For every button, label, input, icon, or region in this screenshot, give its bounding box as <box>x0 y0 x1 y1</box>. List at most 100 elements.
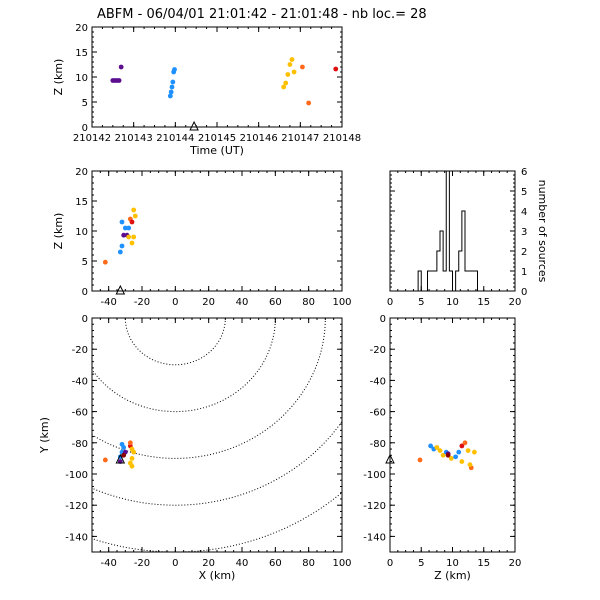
x-tick-label: 10 <box>446 558 459 569</box>
y-tick-label: 5 <box>521 187 527 198</box>
x-tick-label: 80 <box>302 297 315 308</box>
x-axis-label: X (km) <box>199 569 236 582</box>
y-tick-label: 1 <box>521 267 527 278</box>
y-tick-label: -140 <box>65 532 88 543</box>
y-tick-label: -140 <box>363 532 386 543</box>
histogram-bar <box>443 271 446 291</box>
data-point <box>102 259 108 265</box>
x-tick-label: -20 <box>134 558 150 569</box>
data-point <box>417 457 423 463</box>
y-axis-label: Z (km) <box>52 59 65 96</box>
histogram-bar <box>471 271 474 291</box>
data-point <box>445 452 451 458</box>
x-tick-label: 0 <box>172 558 178 569</box>
y-tick-label: -120 <box>363 501 386 512</box>
data-point <box>285 72 291 77</box>
y-tick-label: 0 <box>82 123 88 134</box>
station-marker-icon <box>385 453 395 464</box>
data-point <box>132 213 138 219</box>
data-point <box>169 84 175 90</box>
histogram-bar <box>468 271 471 291</box>
data-point <box>102 457 108 463</box>
y-tick-label: 20 <box>75 167 88 178</box>
data-point <box>129 240 135 246</box>
data-point <box>129 463 135 469</box>
y-tick-label: 0 <box>521 287 527 298</box>
plot-frame <box>91 170 343 292</box>
data-point <box>122 225 128 231</box>
x-tick-label: 210143 <box>115 133 153 144</box>
x-tick-label: -40 <box>100 558 116 569</box>
data-point <box>471 449 477 455</box>
histogram-bar <box>465 271 468 291</box>
data-point <box>300 64 305 70</box>
y-axis-label: Y (km) <box>38 417 51 454</box>
y-tick-label: -20 <box>72 345 88 356</box>
data-point <box>462 440 468 446</box>
data-point <box>118 64 124 70</box>
data-point <box>453 454 459 460</box>
y-tick-label: 5 <box>82 257 88 268</box>
x-tick-label: 10 <box>446 297 459 308</box>
x-tick-label: 40 <box>236 297 249 308</box>
histogram-bar <box>431 271 434 291</box>
x-tick-label: 210146 <box>240 133 278 144</box>
x-tick-label: 210142 <box>73 133 111 144</box>
y-tick-label: 15 <box>75 48 88 59</box>
histogram-steps <box>390 170 515 292</box>
y-tick-label: 3 <box>521 227 527 238</box>
data-point <box>428 443 434 449</box>
data-point <box>459 443 465 449</box>
figure-title: ABFM - 06/04/01 21:01:42 - 21:01:48 - nb… <box>97 7 427 22</box>
x-tick-label: 15 <box>477 558 490 569</box>
plot-frame <box>389 317 516 553</box>
station-marker-icon <box>115 453 126 464</box>
x-tick-label: 80 <box>302 558 315 569</box>
station-marker-icon <box>189 120 199 131</box>
x-tick-label: 0 <box>387 558 393 569</box>
x-z-panel: -40 -20 0 20 40 60 80 100 0 5 10 15 20 Z (km) <box>52 167 352 308</box>
x-tick-label: 210145 <box>198 133 236 144</box>
data-point <box>131 207 137 213</box>
data-point <box>116 78 122 83</box>
data-point <box>121 445 127 450</box>
y-tick-label: -60 <box>72 408 88 419</box>
x-tick-label: 210148 <box>323 133 361 144</box>
data-point <box>448 456 454 461</box>
y-tick-label: 0 <box>380 314 386 325</box>
y-tick-label: -60 <box>370 408 386 419</box>
y-tick-label: 4 <box>521 207 527 218</box>
data-point <box>127 440 133 446</box>
x-tick-label: 40 <box>236 558 249 569</box>
x-y-panel: -40 -20 0 20 40 60 80 100 -140 -120 -100 -80 -60 -40 -… <box>38 314 352 582</box>
y-tick-label: -80 <box>72 439 88 450</box>
plot-frame <box>91 26 343 128</box>
z-y-panel: 0 5 10 15 20 -140 -120 -100 -80 -60 -40 -20 0 Z (km) <box>363 314 521 582</box>
data-point <box>129 456 135 461</box>
data-point <box>168 89 174 95</box>
data-point <box>291 69 297 75</box>
x-tick-label: 60 <box>269 558 282 569</box>
x-tick-label: 210147 <box>281 133 319 144</box>
data-point <box>456 449 462 455</box>
data-point <box>287 62 293 67</box>
y-tick-label: -40 <box>370 376 386 387</box>
histogram-bar <box>434 271 437 291</box>
data-point <box>459 459 465 464</box>
x-tick-label: -20 <box>134 297 150 308</box>
y-tick-label: -120 <box>65 501 88 512</box>
data-point <box>126 234 132 240</box>
x-tick-label: 100 <box>332 297 351 308</box>
y-tick-label: 2 <box>521 247 527 258</box>
x-tick-label: 100 <box>332 558 351 569</box>
data-point <box>121 452 127 458</box>
x-tick-label: 15 <box>477 297 490 308</box>
x-tick-label: 5 <box>418 558 424 569</box>
y-tick-label: 15 <box>75 197 88 208</box>
y-tick-label: -100 <box>363 470 386 481</box>
data-points <box>417 440 477 471</box>
y-tick-label: -80 <box>370 439 386 450</box>
data-point <box>333 66 339 72</box>
